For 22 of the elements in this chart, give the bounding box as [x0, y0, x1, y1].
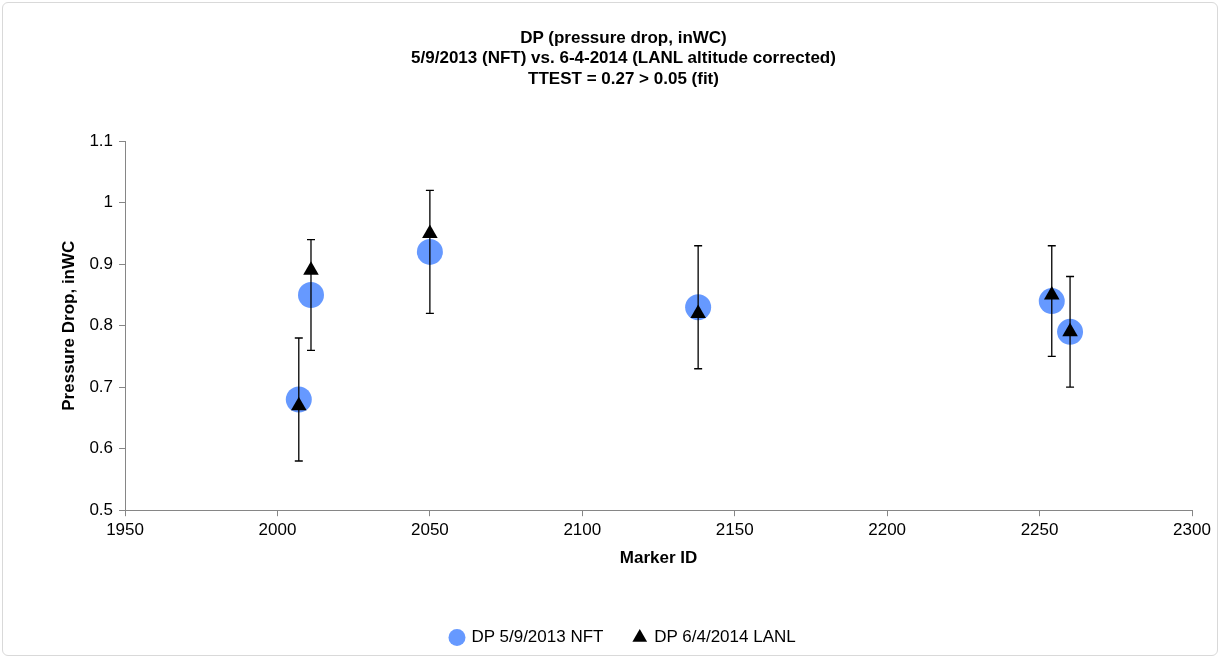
y-tick-label: 0.8 [89, 315, 114, 335]
x-tick-label: 2000 [258, 520, 297, 540]
legend-label: DP 6/4/2014 LANL [654, 627, 796, 647]
point [416, 238, 443, 265]
x-tick-label: 2100 [563, 520, 602, 540]
y-tick-label: 0.5 [89, 499, 114, 519]
y-axis-title: Pressure Drop, inWC [58, 240, 78, 411]
x-tick-label: 2250 [1020, 520, 1059, 540]
y-tick-label: 1.1 [89, 130, 114, 150]
point [297, 281, 324, 308]
x-tick-label: 2050 [410, 520, 449, 540]
y-tick-label: 0.6 [89, 438, 114, 458]
y-tick-label: 0.9 [89, 253, 114, 273]
y-tick-label: 0.7 [89, 376, 114, 396]
x-tick-label: 2200 [868, 520, 907, 540]
x-tick-label: 1950 [106, 520, 144, 540]
x-tick-label: 2300 [1173, 520, 1211, 540]
legend-label: DP 5/9/2013 NFT [471, 627, 604, 647]
x-tick-label: 2150 [715, 520, 754, 540]
x-axis-title: Marker ID [619, 548, 698, 568]
chart-title: DP (pressure drop, inWC) 5/9/2013 (NFT) vs. 6-4-2014 (LANL altitude corrected) TTEST = 0.27 > 0.05 (fit) [411, 27, 836, 88]
y-tick-label: 1 [103, 192, 114, 212]
